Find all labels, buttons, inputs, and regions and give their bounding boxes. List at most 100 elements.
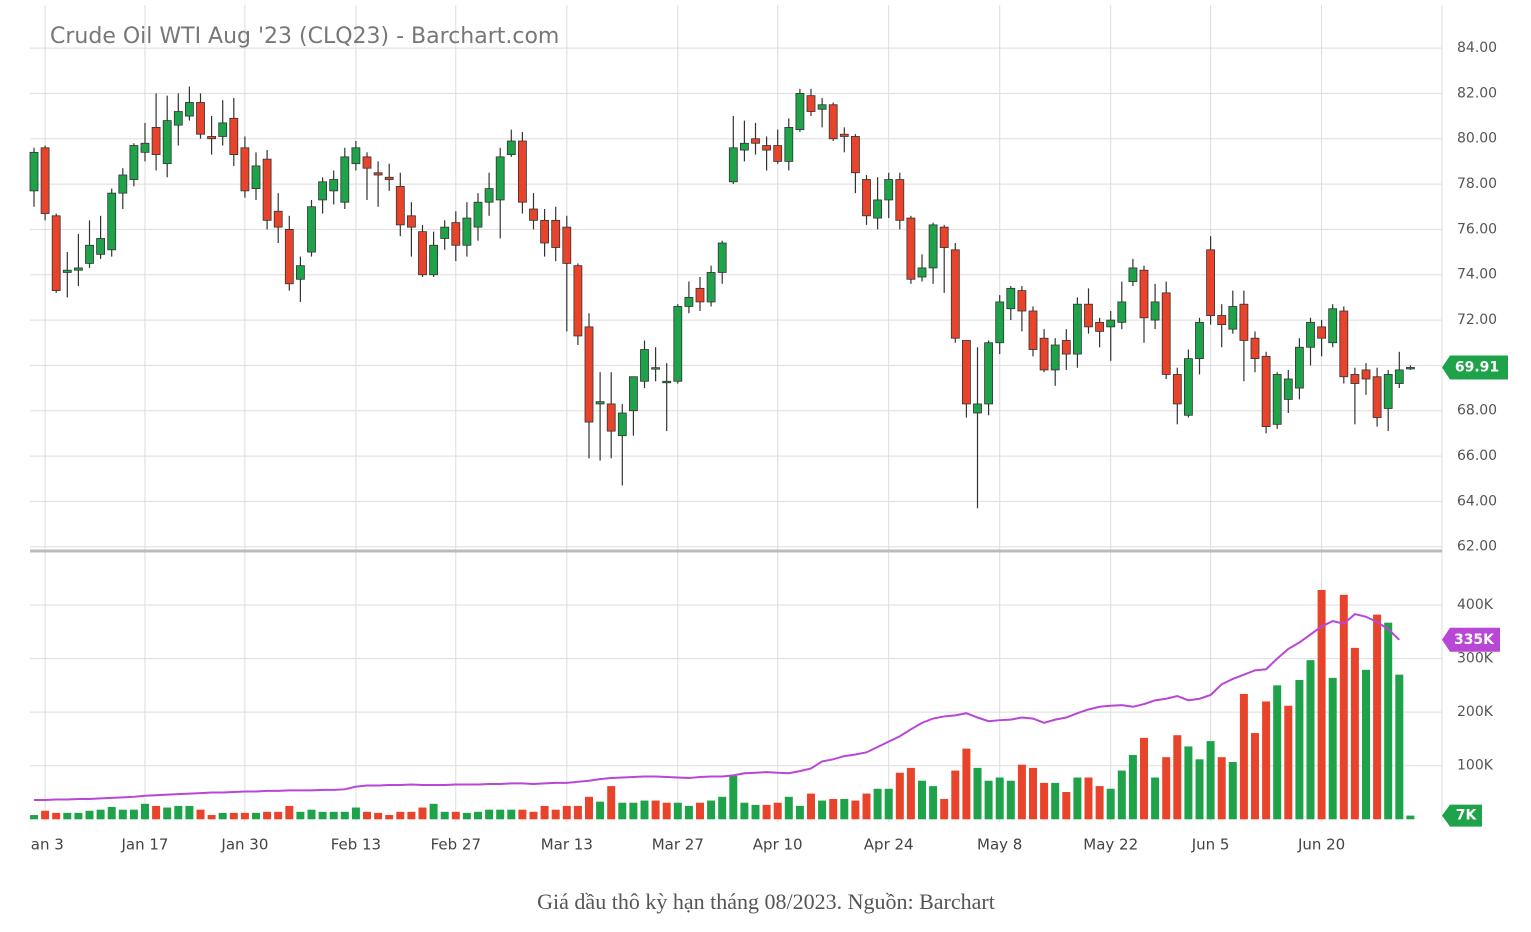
candle-body <box>307 206 316 253</box>
candle-body <box>884 179 894 201</box>
volume-bar <box>596 801 605 820</box>
volume-bar <box>285 805 294 820</box>
x-axis: Jan 3 Jan 17 Jan 30 Feb 13 Feb 27 Mar 13 Mar 2… <box>31 836 1345 854</box>
candle-body <box>595 401 605 405</box>
x-tick-label: Mar 13 <box>541 836 593 854</box>
candle-body <box>262 158 272 221</box>
volume-bar <box>462 812 471 820</box>
volume-bar <box>74 812 83 820</box>
volume-bar <box>52 812 61 820</box>
volume-bar <box>1084 777 1093 820</box>
volume-bar <box>862 793 871 820</box>
volume-bar <box>1095 786 1104 820</box>
candle-body <box>1095 321 1104 332</box>
x-tick-label: Jun 20 <box>1297 836 1345 854</box>
volume-bar <box>1073 777 1082 820</box>
volume-bar <box>640 800 649 820</box>
volume-bar <box>363 811 371 820</box>
x-tick-label: Apr 24 <box>864 836 914 854</box>
y-tick-label: 68.00 <box>1457 403 1497 419</box>
average-badge-label: 335K <box>1454 632 1495 648</box>
volume-bar <box>129 809 138 820</box>
candle-body <box>1339 310 1349 378</box>
candle-body <box>673 306 683 382</box>
volume-bar <box>995 777 1004 820</box>
candle-body <box>207 136 217 140</box>
candle-body <box>85 244 94 264</box>
volume-bar <box>1195 759 1204 820</box>
y-tick-label: 82.00 <box>1457 85 1497 101</box>
candle-body <box>762 145 771 151</box>
candle-body <box>1328 308 1338 344</box>
candle-body <box>906 217 916 280</box>
candle-body <box>440 226 450 239</box>
x-tick-label: Feb 27 <box>431 836 481 854</box>
volume-bar <box>63 812 72 820</box>
candle-body <box>1128 267 1138 282</box>
average-badge <box>1442 627 1500 652</box>
price-badge <box>1442 355 1508 380</box>
volume-bar <box>1350 647 1359 820</box>
volume-bar <box>551 809 560 820</box>
candle-body <box>551 219 561 248</box>
candle-body <box>662 380 672 384</box>
volume-bar <box>1295 679 1304 820</box>
volume-bar <box>729 775 738 820</box>
volume-bar <box>429 803 438 820</box>
volume-bar <box>684 805 693 820</box>
candle-body <box>817 104 827 110</box>
volume-bar <box>207 815 216 820</box>
volume-bar <box>1406 815 1415 820</box>
candle-body <box>806 95 816 112</box>
candle-body <box>196 102 205 135</box>
volume-bar <box>807 793 815 820</box>
volume-badge-label: 7K <box>1456 808 1478 824</box>
candle-body <box>973 403 982 414</box>
candle-body <box>118 174 128 194</box>
volume-bar <box>629 802 638 820</box>
candle-body <box>984 342 993 405</box>
volume-bar <box>485 809 494 820</box>
candle-body <box>540 219 549 244</box>
y-tick-label: 100K <box>1457 758 1494 774</box>
candle-body <box>851 136 860 174</box>
volume-bar <box>1273 685 1282 820</box>
candle-body <box>917 267 927 278</box>
candle-body <box>1394 369 1404 384</box>
volume-bar <box>1140 737 1148 820</box>
candle-body <box>962 340 971 405</box>
candle-body <box>1017 290 1027 312</box>
price-badge-label: 69.91 <box>1455 359 1499 375</box>
candle-body <box>1039 337 1049 371</box>
volume-bar <box>707 800 716 820</box>
volume-bar <box>895 772 904 820</box>
volume-bar <box>918 780 926 820</box>
volume-bar <box>351 807 360 820</box>
volume-bar <box>229 812 238 820</box>
volume-bar <box>795 805 804 820</box>
candle-body <box>229 117 239 156</box>
candle-body <box>162 120 172 165</box>
candle-body <box>728 147 738 183</box>
x-tick-label: Jan 17 <box>121 836 169 854</box>
candle-body <box>1283 378 1293 400</box>
volume-bar <box>585 796 593 820</box>
volume-bar <box>673 802 682 820</box>
candle-body <box>1239 303 1249 341</box>
volume-bar <box>1317 589 1326 820</box>
volume-bar <box>1362 669 1370 820</box>
candle-body <box>617 412 627 437</box>
candle-body <box>1306 321 1315 348</box>
volume-bar <box>829 798 838 820</box>
volume-bar <box>329 811 338 820</box>
volume-bar <box>573 805 582 820</box>
volume-bar <box>773 802 782 820</box>
volume-bar <box>496 809 505 820</box>
candle-body <box>184 102 194 117</box>
y-tick-label: 72.00 <box>1457 312 1497 328</box>
candle-body <box>1372 376 1382 418</box>
candle-body <box>218 122 228 137</box>
candle-body <box>462 217 472 246</box>
volume-bar <box>296 811 305 820</box>
volume-bar <box>906 767 915 820</box>
